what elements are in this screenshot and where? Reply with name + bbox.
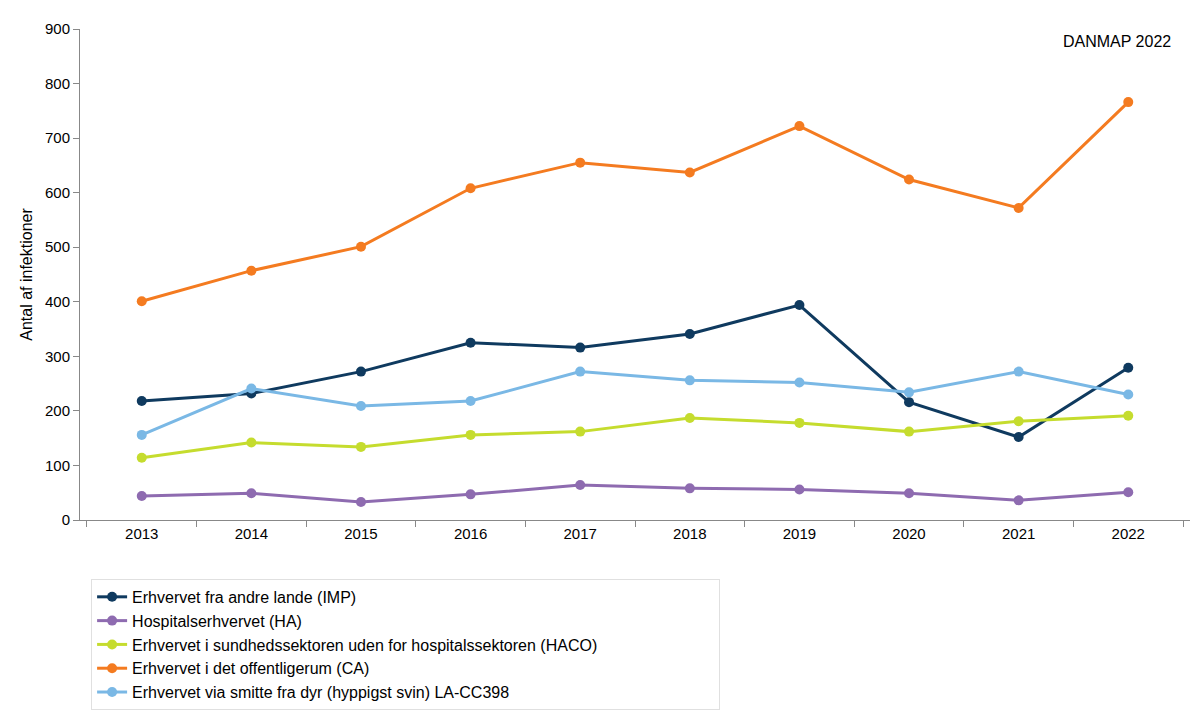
svg-text:Erhvervet i det offentligerum: Erhvervet i det offentligerum (CA): [132, 660, 369, 677]
svg-text:Hospitalserhvervet (HA): Hospitalserhvervet (HA): [132, 613, 302, 630]
svg-text:500: 500: [45, 238, 70, 255]
svg-text:100: 100: [45, 457, 70, 474]
svg-text:300: 300: [45, 348, 70, 365]
svg-text:600: 600: [45, 184, 70, 201]
svg-text:800: 800: [45, 75, 70, 92]
svg-text:700: 700: [45, 129, 70, 146]
svg-text:2013: 2013: [125, 525, 158, 542]
svg-text:2016: 2016: [454, 525, 487, 542]
svg-text:Erhvervet i sundhedssektoren u: Erhvervet i sundhedssektoren uden for ho…: [132, 637, 597, 654]
svg-text:2019: 2019: [783, 525, 816, 542]
svg-text:DANMAP 2022: DANMAP 2022: [1063, 33, 1171, 50]
svg-text:400: 400: [45, 293, 70, 310]
svg-text:2021: 2021: [1002, 525, 1035, 542]
svg-text:200: 200: [45, 402, 70, 419]
svg-text:2018: 2018: [673, 525, 706, 542]
svg-text:2014: 2014: [235, 525, 268, 542]
svg-text:900: 900: [45, 20, 70, 37]
svg-text:Erhvervet fra andre lande (IMP: Erhvervet fra andre lande (IMP): [132, 589, 356, 606]
svg-text:Erhvervet via smitte fra dyr (: Erhvervet via smitte fra dyr (hyppigst s…: [132, 684, 509, 701]
svg-text:2022: 2022: [1112, 525, 1145, 542]
svg-text:2017: 2017: [564, 525, 597, 542]
svg-text:2015: 2015: [344, 525, 377, 542]
svg-text:0: 0: [62, 511, 70, 528]
svg-text:2020: 2020: [892, 525, 925, 542]
svg-text:Antal af infektioner: Antal af infektioner: [18, 208, 35, 341]
